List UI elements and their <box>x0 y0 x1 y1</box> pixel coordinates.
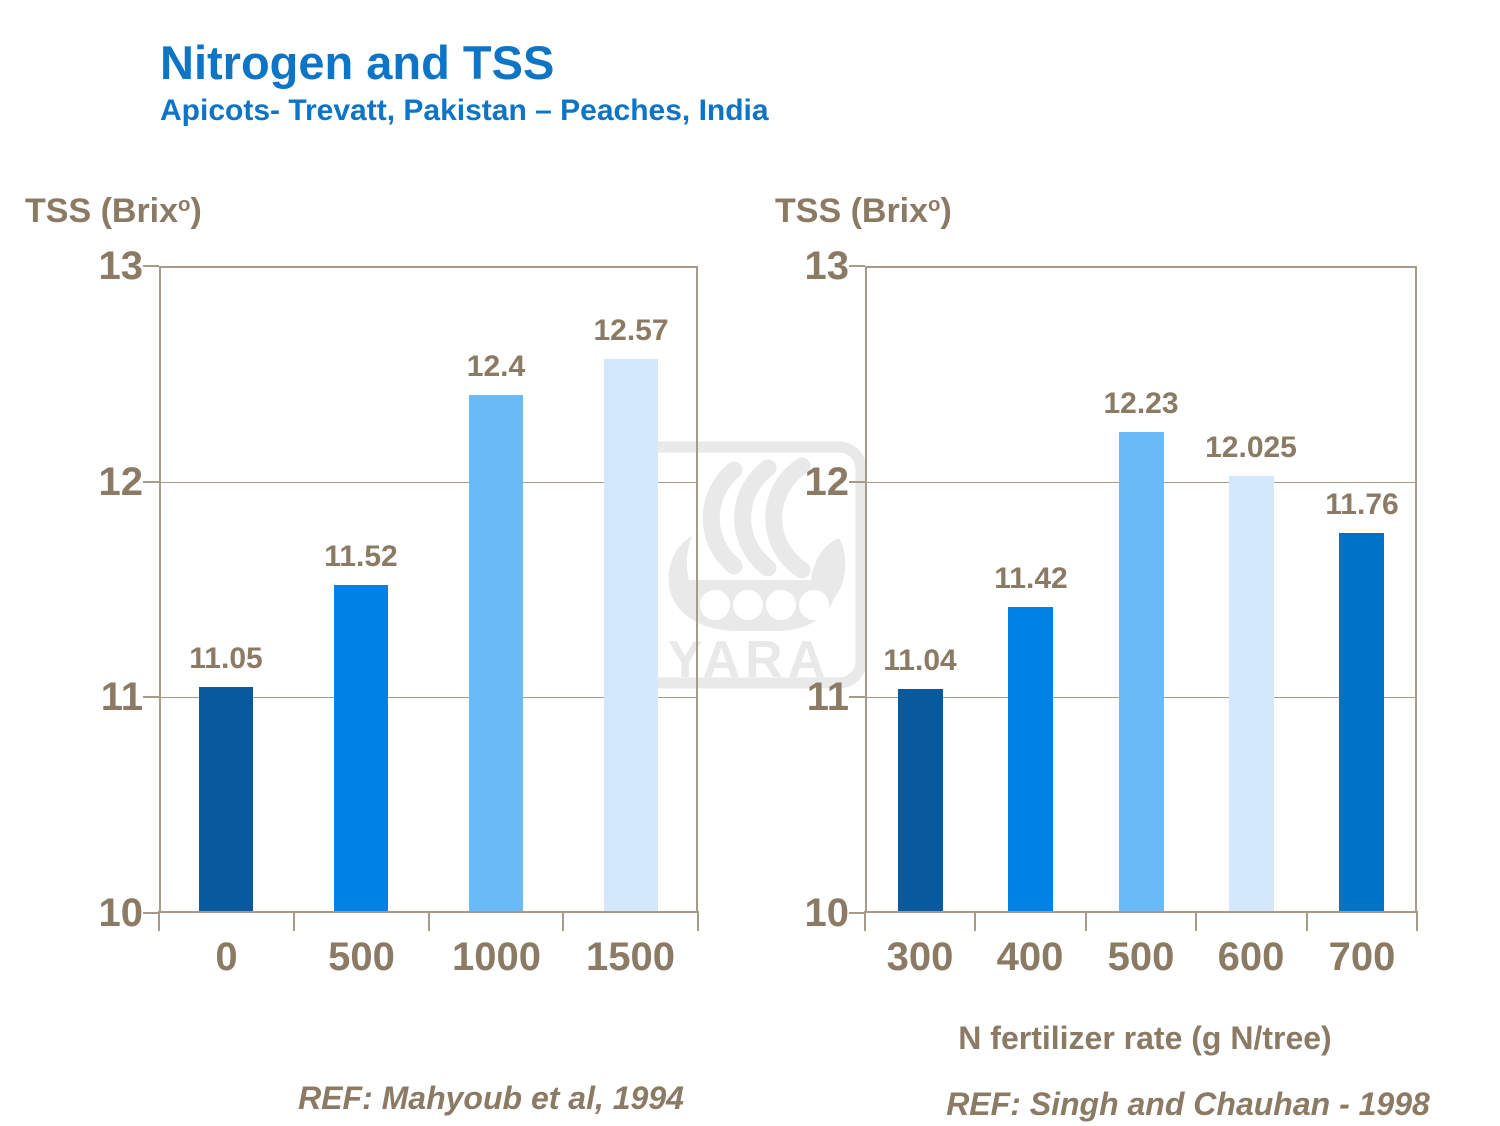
x-tick-label: 0 <box>215 935 238 979</box>
bar-value-label: 12.23 <box>1103 387 1179 420</box>
x-tick-label: 1500 <box>586 935 675 979</box>
y-tick-label: 12 <box>98 460 144 504</box>
y-tick-label: 10 <box>98 891 144 935</box>
x-tick-mark <box>562 911 564 931</box>
y-axis-title-left: TSS (Brixo) <box>25 192 202 230</box>
bar-value-label: 12.025 <box>1205 431 1297 464</box>
bar-0 <box>199 687 253 913</box>
page-subtitle: Apicots- Trevatt, Pakistan – Peaches, In… <box>160 94 769 128</box>
bar-value-label: 11.05 <box>189 642 263 675</box>
yara-watermark: YARA <box>630 440 868 695</box>
x-tick-mark <box>1416 911 1418 931</box>
y-tick-label: 13 <box>98 244 144 288</box>
x-tick-mark <box>293 911 295 931</box>
y-tick-mark <box>143 481 159 483</box>
y-tick-mark <box>849 481 865 483</box>
y-tick-label: 10 <box>804 891 850 935</box>
x-tick-mark <box>697 911 699 931</box>
bar-1500 <box>604 359 658 913</box>
bar-value-label: 11.04 <box>883 644 957 677</box>
y-tick-label: 11 <box>806 675 849 719</box>
gridline-11 <box>161 697 696 698</box>
header: Nitrogen and TSS Apicots- Trevatt, Pakis… <box>160 36 769 128</box>
bar-700 <box>1339 533 1384 913</box>
y-tick-label: 13 <box>804 244 850 288</box>
x-tick-mark <box>158 911 160 931</box>
degree-superscript: o <box>178 193 191 216</box>
x-tick-mark <box>864 911 866 931</box>
x-tick-mark <box>1195 911 1197 931</box>
x-tick-mark <box>1306 911 1308 931</box>
viking-ship-icon: YARA <box>631 441 867 689</box>
bar-value-label: 11.52 <box>324 540 398 573</box>
bar-400 <box>1008 607 1053 913</box>
bar-value-label: 11.76 <box>1325 488 1399 521</box>
y-tick-mark <box>849 912 865 914</box>
y-tick-mark <box>143 265 159 267</box>
y-tick-label: 12 <box>804 460 850 504</box>
x-tick-label: 500 <box>1107 935 1175 979</box>
x-tick-mark <box>428 911 430 931</box>
degree-superscript: o <box>928 193 941 216</box>
y-tick-mark <box>143 696 159 698</box>
x-axis-title: N fertilizer rate (g N/tree) <box>958 1020 1332 1056</box>
x-tick-label: 1000 <box>452 935 541 979</box>
x-tick-label: 500 <box>328 935 395 979</box>
gridline-12 <box>161 482 696 483</box>
x-tick-label: 700 <box>1328 935 1396 979</box>
bar-value-label: 11.42 <box>994 562 1068 595</box>
reference-right: REF: Singh and Chauhan - 1998 <box>946 1086 1430 1122</box>
y-tick-mark <box>849 696 865 698</box>
y-tick-mark <box>849 265 865 267</box>
watermark-label: YARA <box>668 631 831 689</box>
x-tick-label: 600 <box>1217 935 1285 979</box>
x-tick-label: 400 <box>996 935 1064 979</box>
x-tick-mark <box>974 911 976 931</box>
page-title: Nitrogen and TSS <box>160 36 555 89</box>
bar-300 <box>898 689 943 913</box>
y-tick-label: 11 <box>100 675 143 719</box>
y-tick-mark <box>143 912 159 914</box>
bar-1000 <box>469 395 523 913</box>
bar-value-label: 12.57 <box>593 314 669 347</box>
bar-500 <box>334 585 388 913</box>
y-axis-title-text: TSS (Brix <box>775 192 929 230</box>
y-axis-title-right: TSS (Brixo) <box>775 192 952 230</box>
reference-left: REF: Mahyoub et al, 1994 <box>298 1080 684 1116</box>
x-tick-mark <box>1085 911 1087 931</box>
plot-area <box>865 266 1417 913</box>
bar-value-label: 12.4 <box>466 350 526 383</box>
bar-500 <box>1119 432 1164 913</box>
bar-600 <box>1229 476 1274 913</box>
x-tick-label: 300 <box>886 935 954 979</box>
y-axis-title-text: TSS (Brix <box>25 192 179 230</box>
